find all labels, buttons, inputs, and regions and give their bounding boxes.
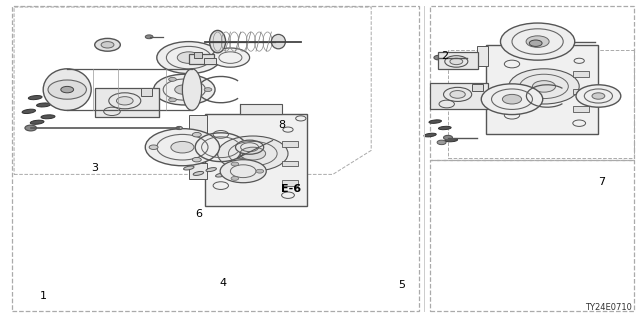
- Bar: [240, 104, 282, 114]
- Ellipse shape: [44, 69, 92, 110]
- Text: 6: 6: [195, 209, 202, 220]
- Circle shape: [95, 38, 120, 51]
- Bar: [189, 54, 214, 64]
- Circle shape: [529, 40, 542, 46]
- Circle shape: [154, 74, 215, 105]
- Bar: [573, 89, 589, 94]
- Circle shape: [157, 42, 221, 74]
- Bar: [477, 46, 488, 66]
- Circle shape: [145, 35, 153, 39]
- Circle shape: [176, 126, 182, 130]
- Polygon shape: [205, 114, 307, 206]
- Circle shape: [193, 157, 201, 162]
- Ellipse shape: [438, 126, 451, 130]
- Ellipse shape: [445, 139, 458, 142]
- Ellipse shape: [206, 168, 216, 172]
- Circle shape: [168, 98, 176, 102]
- Circle shape: [177, 52, 200, 63]
- Circle shape: [101, 42, 114, 48]
- Circle shape: [218, 136, 288, 171]
- Circle shape: [220, 160, 266, 183]
- Text: 2: 2: [441, 51, 449, 61]
- Circle shape: [437, 140, 446, 145]
- Circle shape: [526, 36, 549, 47]
- Bar: [430, 83, 488, 109]
- Circle shape: [444, 135, 452, 140]
- Bar: [95, 88, 159, 117]
- Ellipse shape: [429, 120, 442, 123]
- Bar: [573, 71, 589, 77]
- Circle shape: [481, 84, 543, 115]
- Ellipse shape: [424, 133, 436, 137]
- Circle shape: [25, 125, 36, 131]
- Ellipse shape: [184, 166, 194, 170]
- Ellipse shape: [271, 35, 285, 49]
- Ellipse shape: [41, 115, 55, 119]
- Bar: [282, 141, 298, 147]
- Circle shape: [450, 91, 465, 98]
- Bar: [282, 180, 298, 186]
- Circle shape: [240, 147, 266, 160]
- Ellipse shape: [30, 120, 44, 124]
- Circle shape: [171, 141, 194, 153]
- Ellipse shape: [193, 172, 204, 175]
- Circle shape: [532, 81, 556, 92]
- Polygon shape: [486, 45, 598, 134]
- Circle shape: [145, 129, 220, 166]
- Bar: [204, 58, 216, 64]
- Circle shape: [256, 169, 264, 173]
- Circle shape: [576, 85, 621, 107]
- Text: 3: 3: [92, 163, 98, 173]
- Circle shape: [149, 145, 158, 149]
- Bar: [472, 84, 483, 91]
- Bar: [477, 93, 488, 109]
- Circle shape: [211, 48, 250, 67]
- Ellipse shape: [28, 96, 42, 100]
- Bar: [189, 163, 207, 179]
- Ellipse shape: [36, 103, 51, 107]
- Circle shape: [509, 69, 579, 104]
- Circle shape: [116, 97, 133, 105]
- Bar: [282, 161, 298, 166]
- Circle shape: [168, 77, 176, 81]
- Circle shape: [231, 177, 239, 180]
- Circle shape: [48, 80, 86, 99]
- Text: 1: 1: [40, 291, 47, 301]
- Circle shape: [434, 55, 443, 60]
- Circle shape: [193, 132, 201, 137]
- Circle shape: [61, 86, 74, 93]
- Text: 8: 8: [278, 120, 285, 130]
- Ellipse shape: [22, 109, 36, 114]
- Circle shape: [445, 56, 451, 59]
- Bar: [531, 36, 573, 45]
- Circle shape: [231, 162, 239, 166]
- Bar: [141, 88, 152, 96]
- Circle shape: [175, 85, 194, 94]
- Circle shape: [500, 23, 575, 60]
- Bar: [189, 115, 207, 134]
- Text: 4: 4: [219, 278, 227, 288]
- Text: E-6: E-6: [281, 184, 301, 194]
- Circle shape: [502, 94, 522, 104]
- Ellipse shape: [182, 69, 202, 110]
- Text: 7: 7: [598, 177, 605, 188]
- Circle shape: [592, 93, 605, 99]
- Text: 5: 5: [399, 280, 405, 290]
- Text: TY24E0710: TY24E0710: [586, 303, 632, 312]
- Circle shape: [204, 88, 212, 92]
- Bar: [573, 106, 589, 112]
- Circle shape: [450, 58, 463, 65]
- Bar: [194, 52, 202, 58]
- Ellipse shape: [216, 173, 226, 177]
- Bar: [438, 52, 478, 69]
- Ellipse shape: [210, 30, 226, 53]
